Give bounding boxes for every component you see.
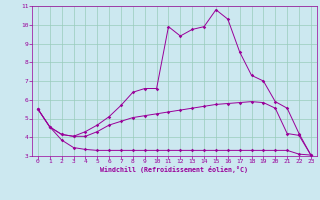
X-axis label: Windchill (Refroidissement éolien,°C): Windchill (Refroidissement éolien,°C) xyxy=(100,166,248,173)
